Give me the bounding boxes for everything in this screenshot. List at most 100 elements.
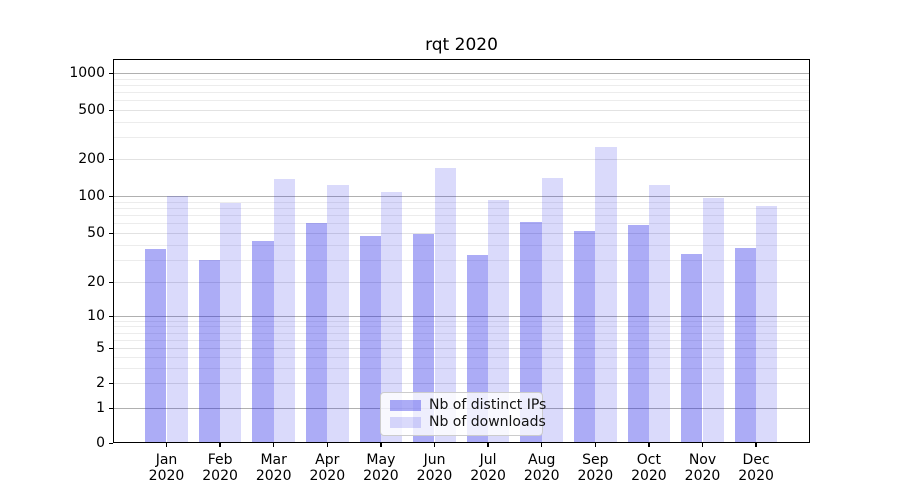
bar-downloads-aug bbox=[541, 178, 564, 443]
y-tick-label-0: 0 bbox=[96, 435, 105, 451]
plot-area bbox=[113, 59, 810, 443]
bar-distinct-ips-aug bbox=[520, 221, 542, 443]
month-label: Oct bbox=[636, 452, 661, 468]
x-tick-mark bbox=[487, 443, 489, 447]
x-tick-label-may: May 2020 bbox=[349, 452, 413, 484]
y-tick-label-2: 2 bbox=[96, 375, 105, 392]
gridline-minor bbox=[113, 137, 810, 139]
y-tick-label-1000: 1000 bbox=[69, 65, 105, 81]
x-tick-label-dec: Dec 2020 bbox=[724, 452, 788, 484]
bar-downloads-apr bbox=[327, 185, 349, 443]
x-tick-label-jun: Jun 2020 bbox=[403, 452, 467, 484]
bar-downloads-oct bbox=[648, 184, 671, 443]
bar-downloads-dec bbox=[756, 205, 778, 443]
bar-downloads-jun bbox=[434, 168, 456, 443]
gridline-5 bbox=[113, 348, 810, 350]
y-tick-mark bbox=[109, 281, 113, 283]
gridline-1000 bbox=[113, 73, 810, 74]
year-label: 2020 bbox=[416, 468, 453, 484]
x-tick-label-jan: Jan 2020 bbox=[135, 452, 199, 484]
y-tick-label-20: 20 bbox=[87, 274, 105, 290]
month-label: Nov bbox=[688, 452, 717, 468]
x-tick-label-nov: Nov 2020 bbox=[671, 452, 735, 484]
legend-label-distinct-ips: Nb of distinct IPs bbox=[429, 397, 547, 413]
x-tick-mark bbox=[326, 443, 328, 447]
gridline-minor bbox=[113, 92, 810, 93]
gridline-500 bbox=[113, 110, 810, 111]
y-tick-mark bbox=[109, 382, 113, 385]
bar-distinct-ips-may bbox=[359, 236, 381, 443]
bar-downloads-jul bbox=[488, 199, 510, 443]
y-tick-label-500: 500 bbox=[78, 102, 105, 118]
bar-distinct-ips-oct bbox=[627, 225, 649, 443]
gridline-100 bbox=[113, 196, 810, 197]
x-tick-mark bbox=[219, 443, 221, 447]
year-label: 2020 bbox=[470, 468, 506, 484]
x-tick-label-jul: Jul 2020 bbox=[456, 452, 520, 484]
gridline-minor bbox=[113, 356, 810, 358]
gridline-minor bbox=[113, 320, 810, 322]
month-label: Sep bbox=[582, 452, 609, 468]
x-tick-label-apr: Apr 2020 bbox=[295, 452, 359, 484]
bar-distinct-ips-sep bbox=[573, 230, 596, 443]
y-tick-label-200: 200 bbox=[78, 151, 105, 167]
x-tick-mark bbox=[380, 443, 382, 447]
gridline-minor bbox=[113, 367, 810, 369]
month-label: Dec bbox=[742, 452, 770, 468]
gridline-50 bbox=[113, 233, 810, 234]
bar-downloads-mar bbox=[273, 179, 296, 443]
gridline-minor bbox=[113, 215, 810, 216]
x-tick-label-feb: Feb 2020 bbox=[188, 452, 252, 484]
bar-distinct-ips-apr bbox=[305, 223, 328, 443]
month-label: Mar bbox=[260, 452, 287, 468]
bar-distinct-ips-mar bbox=[252, 241, 274, 443]
bar-distinct-ips-jun bbox=[413, 234, 435, 443]
y-tick-mark bbox=[109, 72, 113, 74]
x-tick-mark bbox=[541, 443, 543, 447]
y-tick-mark bbox=[109, 195, 113, 197]
x-tick-mark bbox=[273, 443, 275, 447]
bar-downloads-feb bbox=[220, 202, 242, 443]
gridline-minor bbox=[113, 260, 810, 262]
y-tick-mark bbox=[109, 109, 113, 111]
x-tick-label-aug: Aug 2020 bbox=[510, 452, 574, 484]
x-tick-mark bbox=[594, 443, 596, 447]
y-tick-mark bbox=[109, 232, 113, 234]
bar-downloads-jan bbox=[166, 196, 188, 443]
bar-distinct-ips-feb bbox=[198, 260, 221, 443]
x-tick-mark bbox=[648, 443, 650, 447]
year-label: 2020 bbox=[255, 468, 292, 484]
y-tick-mark bbox=[109, 158, 113, 160]
gridline-minor bbox=[113, 78, 810, 80]
y-tick-label-100: 100 bbox=[78, 188, 105, 204]
year-label: 2020 bbox=[148, 468, 185, 484]
y-tick-label-5: 5 bbox=[96, 340, 105, 357]
gridline-minor bbox=[113, 207, 810, 209]
y-tick-label-10: 10 bbox=[87, 308, 105, 324]
legend: Nb of distinct IPs Nb of downloads bbox=[380, 392, 547, 436]
gridline-20 bbox=[113, 282, 810, 283]
x-tick-mark bbox=[755, 443, 757, 447]
gridline-minor bbox=[113, 339, 810, 341]
bar-distinct-ips-jan bbox=[145, 249, 167, 443]
gridline-minor bbox=[113, 121, 810, 123]
year-label: 2020 bbox=[577, 468, 614, 484]
month-label: Apr bbox=[315, 452, 340, 468]
month-label: Feb bbox=[207, 452, 233, 468]
x-tick-mark bbox=[433, 443, 436, 447]
year-label: 2020 bbox=[684, 468, 721, 484]
gridline-minor bbox=[113, 244, 810, 246]
month-label: Jan bbox=[155, 452, 178, 468]
gridline-minor bbox=[113, 84, 810, 86]
year-label: 2020 bbox=[363, 468, 399, 484]
bar-downloads-may bbox=[380, 191, 403, 443]
y-tick-label-1: 1 bbox=[96, 400, 105, 417]
month-label: May bbox=[366, 452, 396, 468]
y-tick-mark bbox=[109, 407, 113, 410]
legend-swatch-distinct-ips bbox=[390, 400, 421, 411]
legend-item-downloads: Nb of downloads bbox=[390, 414, 546, 431]
bar-downloads-sep bbox=[595, 147, 617, 443]
x-tick-label-oct: Oct 2020 bbox=[617, 452, 681, 484]
x-tick-label-mar: Mar 2020 bbox=[242, 452, 306, 484]
